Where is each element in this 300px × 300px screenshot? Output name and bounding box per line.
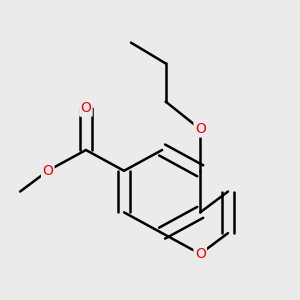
- Text: O: O: [42, 164, 53, 178]
- Text: O: O: [195, 247, 206, 261]
- Text: O: O: [80, 101, 92, 116]
- Text: O: O: [195, 122, 206, 136]
